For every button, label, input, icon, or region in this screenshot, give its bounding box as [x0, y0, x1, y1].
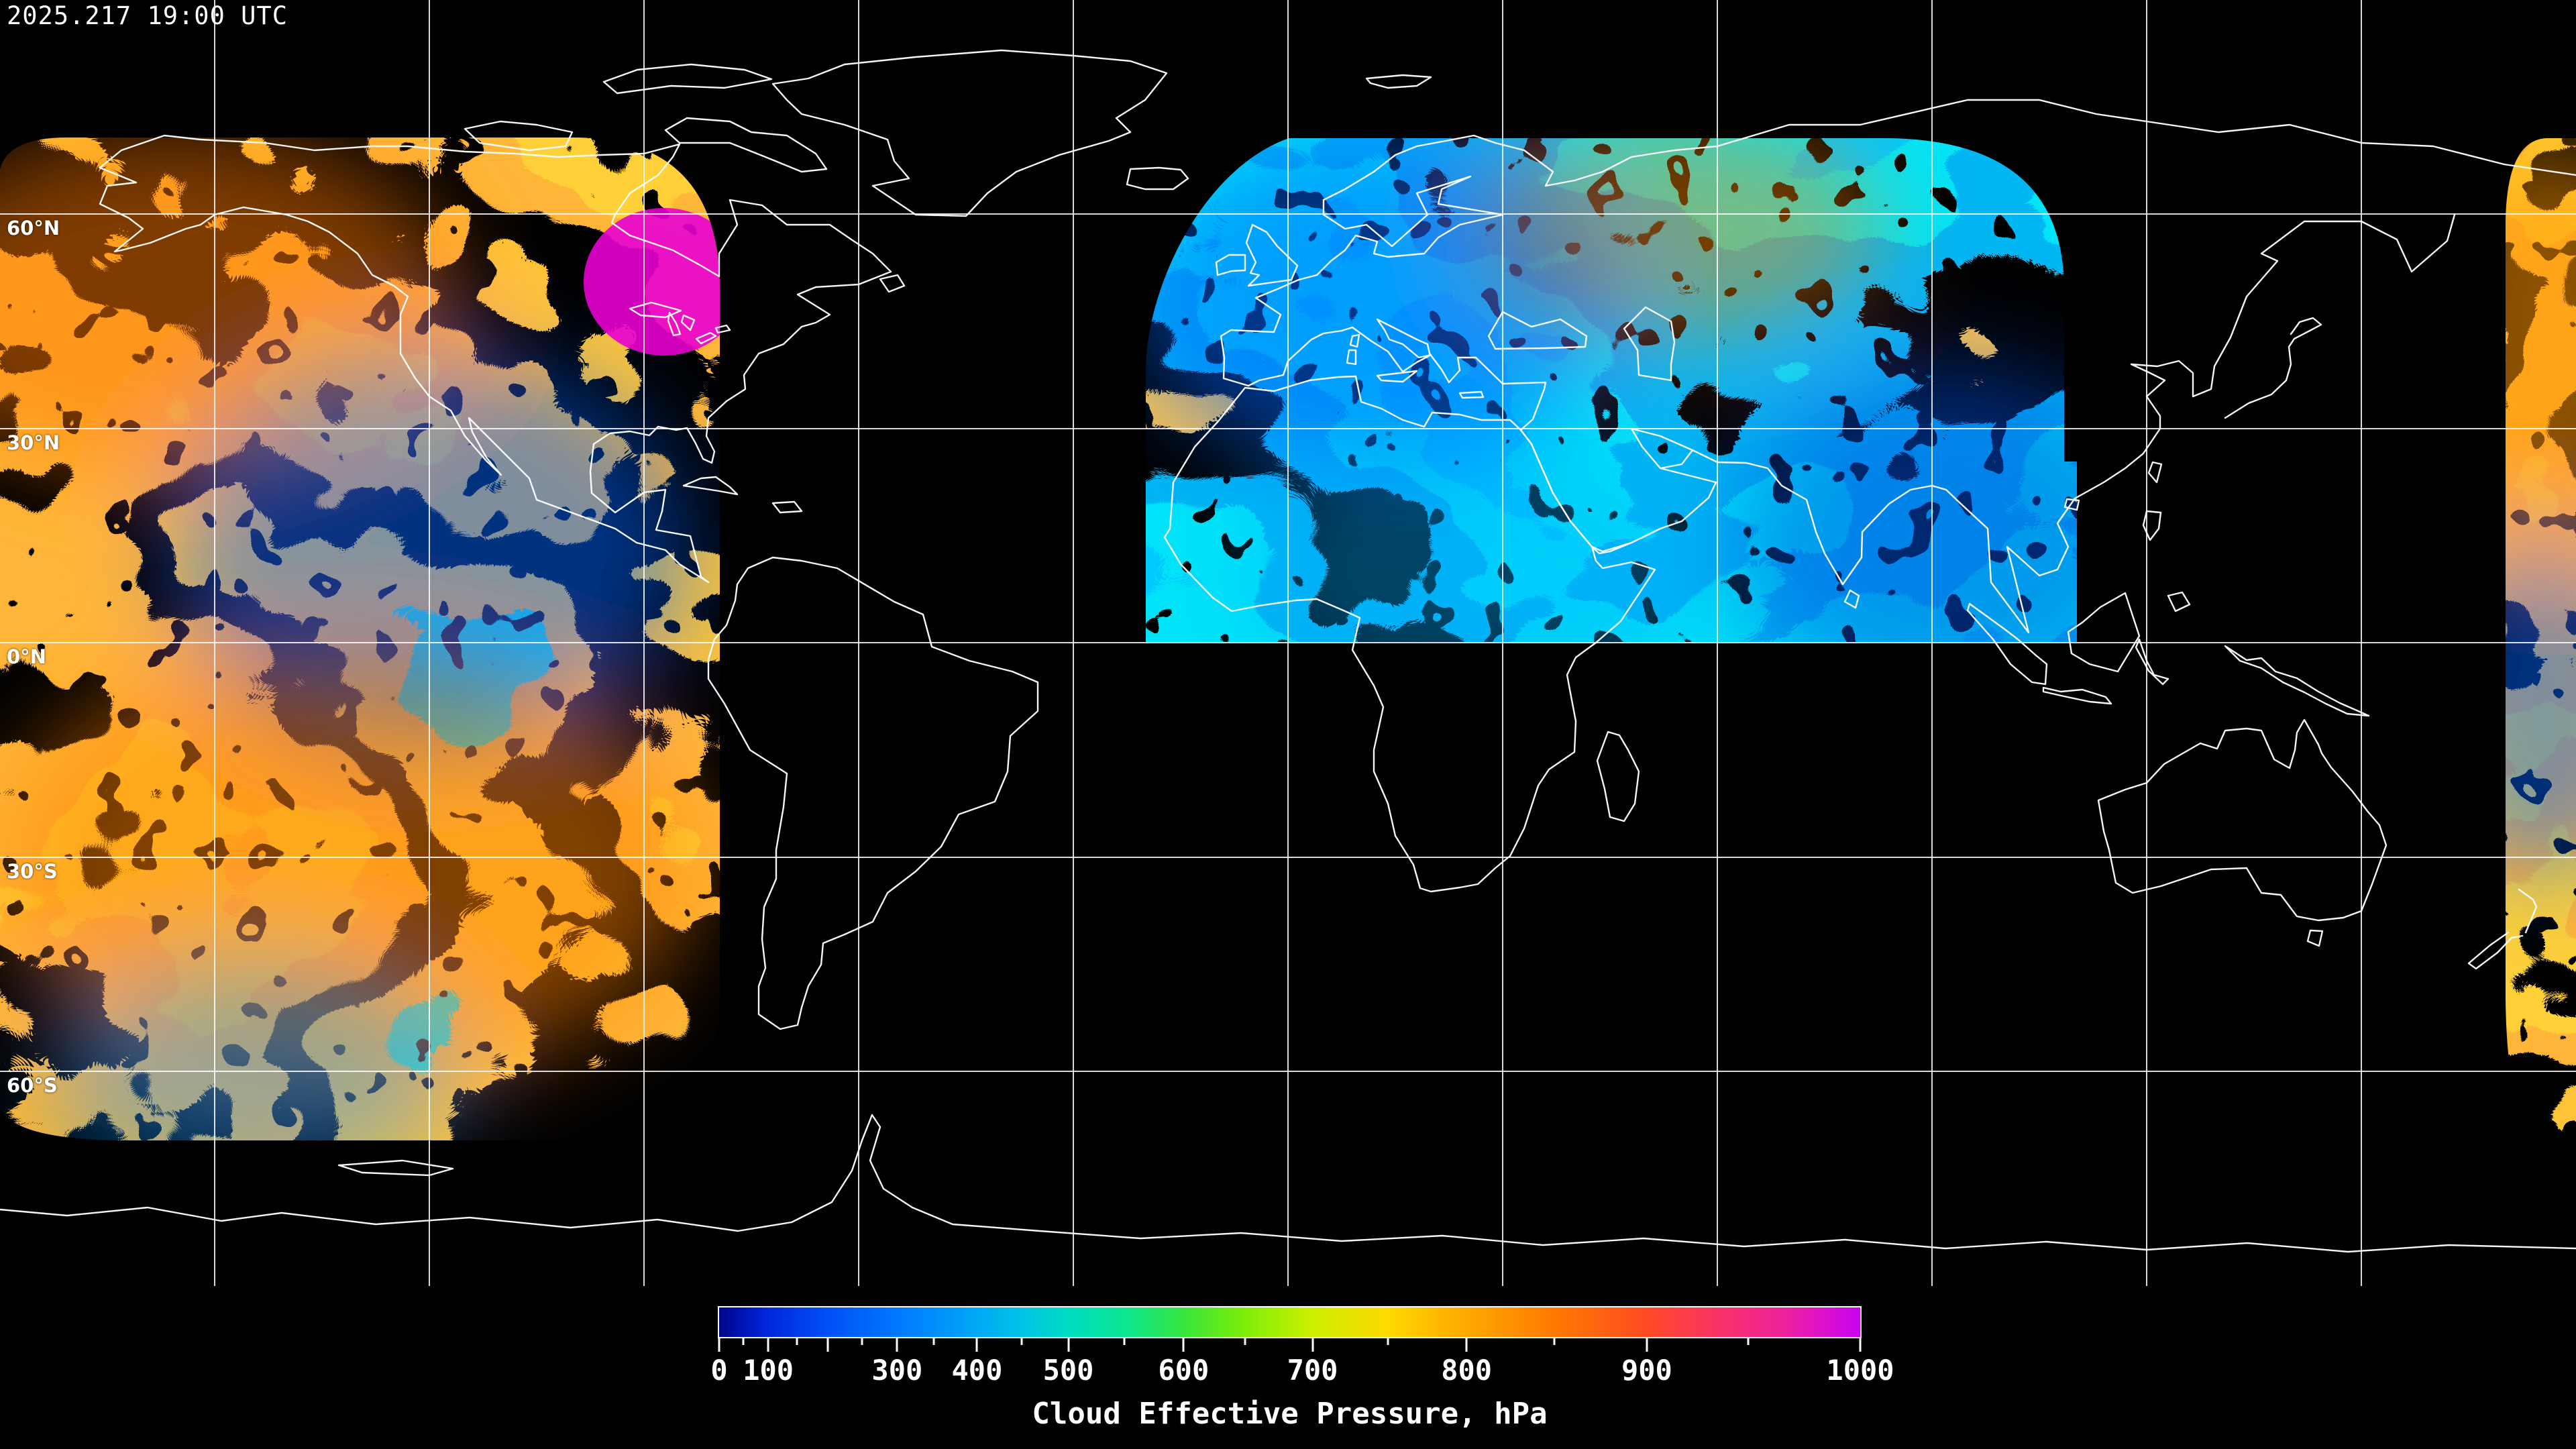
- coast-new-zealand: [2467, 888, 2538, 970]
- coast-iceland: [1126, 166, 1189, 191]
- colorbar-tick-1000: [1859, 1337, 1862, 1352]
- coast-africa-main: [1163, 386, 1656, 893]
- colorbar-tick-250: [861, 1337, 863, 1345]
- coast-caribbean: [682, 476, 803, 514]
- coast-south-america: [707, 556, 1039, 1030]
- latitude-label-0°N: 0°N: [7, 645, 46, 668]
- swath-meteosat: [1146, 138, 2077, 642]
- colorbar-label-400: 400: [951, 1354, 1003, 1387]
- colorbar-label-100: 100: [743, 1354, 794, 1387]
- coast-arctic-islands: [464, 63, 828, 173]
- timestamp: 2025.217 19:00 UTC: [7, 1, 288, 30]
- colorbar-tick-500: [1067, 1337, 1069, 1352]
- coast-australia: [2097, 718, 2387, 947]
- colorbar-tick-800: [1465, 1337, 1468, 1352]
- magenta-cloud-patch: [584, 208, 720, 356]
- coast-europe-arctic-russia: [1220, 99, 2576, 387]
- colorbar-tick-850: [1553, 1337, 1556, 1345]
- coast-madagascar: [1596, 731, 1640, 822]
- colorbar-tick-900: [1646, 1337, 1648, 1352]
- colorbar-label-300: 300: [871, 1354, 923, 1387]
- latitude-label-30°S: 30°S: [7, 860, 58, 883]
- colorbar-tick-50: [742, 1337, 745, 1345]
- coast-black-caspian-seas: [1487, 306, 1676, 382]
- colorbar-tick-950: [1747, 1337, 1750, 1345]
- graticule: [0, 0, 2576, 1286]
- colorbar-tick-labels: 0 100 300 400 500 600 700 800 900 1000: [710, 1354, 1894, 1387]
- colorbar-tick-350: [932, 1337, 935, 1345]
- colorbar-tick-450: [1020, 1337, 1023, 1345]
- colorbar-label-700: 700: [1287, 1354, 1338, 1387]
- colorbar-label-0: 0: [710, 1354, 728, 1387]
- colorbar-tick-550: [1123, 1337, 1126, 1345]
- colorbar-gradient: [718, 1306, 1862, 1338]
- colorbar-label-800: 800: [1441, 1354, 1493, 1387]
- colorbar-tick-0: [718, 1337, 720, 1352]
- coast-mediterranean: [1247, 318, 1485, 399]
- colorbar-tick-650: [1244, 1337, 1246, 1345]
- colorbar-ticks: [718, 1337, 1862, 1353]
- coast-japan-taiwan-philippines: [1843, 317, 2322, 612]
- coast-greenland: [771, 49, 1168, 217]
- colorbar-title: Cloud Effective Pressure, hPa: [1032, 1397, 1548, 1431]
- latitude-label-30°N: 30°N: [7, 431, 60, 454]
- colorbar-tick-700: [1311, 1337, 1314, 1352]
- swath-himawari-edge: [2506, 138, 2576, 1140]
- coast-great-lakes: [629, 274, 906, 345]
- coast-uk-ireland: [1215, 74, 1432, 287]
- colorbar-tick-750: [1387, 1337, 1389, 1345]
- colorbar-label-600: 600: [1158, 1354, 1210, 1387]
- colorbar-tick-200: [826, 1337, 829, 1352]
- coastlines: [0, 49, 2576, 1253]
- colorbar-tick-300: [896, 1337, 898, 1352]
- latitude-label-60°S: 60°S: [7, 1074, 58, 1097]
- swath-goes-west: [0, 138, 720, 1140]
- coast-north-america: [99, 134, 892, 584]
- colorbar-tick-600: [1182, 1337, 1185, 1352]
- colorbar-tick-100: [767, 1337, 769, 1352]
- colorbar-tick-150: [796, 1337, 798, 1345]
- coast-antarctica: [0, 1114, 2576, 1253]
- coast-indonesia: [1966, 592, 2370, 717]
- colorbar-label-900: 900: [1621, 1354, 1672, 1387]
- colorbar-label-500: 500: [1042, 1354, 1094, 1387]
- coast-asia-south-east: [1474, 213, 2456, 634]
- colorbar-label-1000: 1000: [1826, 1354, 1894, 1387]
- latitude-label-60°N: 60°N: [7, 217, 60, 239]
- colorbar-tick-400: [975, 1337, 978, 1352]
